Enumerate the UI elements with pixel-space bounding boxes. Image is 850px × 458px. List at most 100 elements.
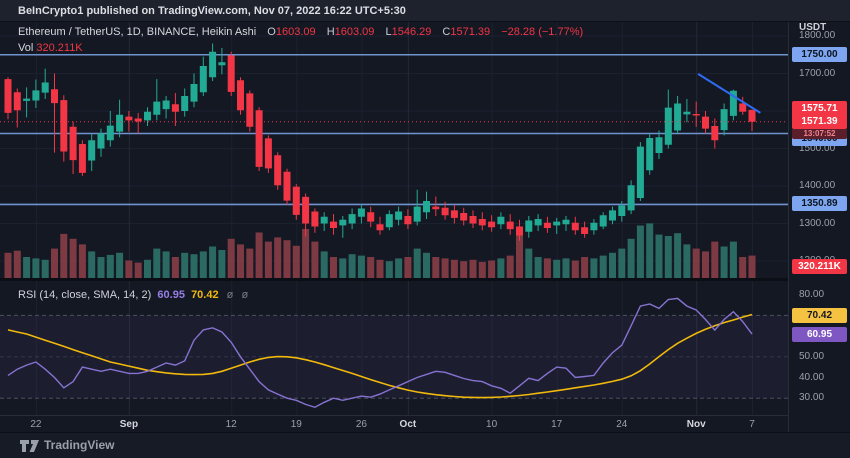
rsi-title: RSI (14, close, SMA, 14, 2) <box>18 289 152 301</box>
empty-set-icon: ø <box>226 289 234 301</box>
volume-badge: 320.211K <box>792 259 847 274</box>
price-axis-label: 1700.00 <box>799 67 836 79</box>
candle-body <box>516 226 523 236</box>
candle-body <box>385 214 393 228</box>
candle-body <box>423 201 430 213</box>
volume-bar <box>683 244 691 278</box>
volume-bar <box>116 252 124 278</box>
candle-body <box>674 103 682 131</box>
volume-bar <box>274 237 282 278</box>
time-axis-label: 17 <box>551 419 563 430</box>
volume-bar <box>60 233 68 278</box>
volume-bar <box>78 244 86 278</box>
volume-bar <box>4 252 12 278</box>
volume-bar <box>423 252 430 278</box>
candle-body <box>506 221 514 230</box>
volume-bar <box>330 257 337 278</box>
volume-bar <box>311 241 319 278</box>
symbol-legend[interactable]: Ethereum / TetherUS, 1D, BINANCE, Heikin… <box>18 26 583 38</box>
candle-body <box>51 89 58 104</box>
volume-bar <box>748 255 756 278</box>
trendline <box>697 73 761 114</box>
volume-bar <box>367 257 375 278</box>
volume-bar <box>609 252 616 278</box>
volume-bar <box>720 246 728 278</box>
high-price-badge: 1575.71 <box>792 101 847 117</box>
volume-bar <box>581 257 589 278</box>
candle-body <box>4 79 12 113</box>
pane-divider[interactable] <box>0 278 788 281</box>
volume-bar <box>702 251 709 278</box>
candle-body <box>469 216 477 224</box>
high-value: 1603.09 <box>334 26 375 38</box>
candle-body <box>599 215 607 227</box>
rsi-current-value: 60.95 <box>157 289 185 301</box>
volume-bar <box>171 257 179 278</box>
time-axis-label: 19 <box>290 419 302 430</box>
tradingview-brand[interactable]: TradingView <box>44 438 115 452</box>
candle-body <box>32 90 40 101</box>
price-chart-pane[interactable] <box>0 22 788 278</box>
low-label: L <box>385 26 392 38</box>
volume-bar <box>488 260 496 278</box>
candle-body <box>562 219 570 225</box>
volume-bar <box>357 255 365 278</box>
tradingview-logo-icon[interactable] <box>20 439 40 453</box>
candle-body <box>720 109 728 131</box>
candle-body <box>450 210 458 218</box>
candle-body <box>609 210 616 221</box>
rsi-legend[interactable]: RSI (14, close, SMA, 14, 2) 60.95 70.42 … <box>18 289 248 301</box>
volume-bar <box>302 229 310 278</box>
time-axis[interactable]: 22 Sep 12 19 26 Oct 10 17 24 Nov 7 <box>0 415 788 432</box>
volume-bar <box>646 223 654 278</box>
candle-body <box>664 107 672 145</box>
price-axis-label: 1400.00 <box>799 180 836 191</box>
volume-bar <box>13 250 21 278</box>
volume-bar <box>125 260 133 278</box>
candle-body <box>60 100 68 152</box>
volume-bar <box>469 259 477 278</box>
candle-body <box>274 155 282 186</box>
candle-body <box>181 96 189 111</box>
volume-bar <box>209 246 217 278</box>
rsi-sma-value: 70.42 <box>191 289 219 301</box>
candle-body <box>711 126 719 141</box>
volume-bar <box>237 244 244 278</box>
time-axis-label: Sep <box>119 419 139 430</box>
time-axis-label: Nov <box>686 419 706 430</box>
time-axis-label: 22 <box>30 419 42 430</box>
candle-body <box>627 185 635 211</box>
candle-body <box>162 100 170 110</box>
volume-bar <box>711 241 719 278</box>
candle-body <box>553 221 561 226</box>
volume-bar <box>404 257 412 278</box>
candle-body <box>339 219 347 226</box>
price-axis[interactable]: USDT 1800.00 1700.00 1500.00 1400.00 1300.00… <box>788 22 850 432</box>
rsi-band <box>0 315 788 399</box>
candle-body <box>729 90 737 116</box>
volume-bar <box>144 259 151 278</box>
candle-body <box>283 171 291 201</box>
candle-body <box>116 114 124 132</box>
candle-body <box>395 211 403 220</box>
candle-body <box>69 126 77 161</box>
candle-body <box>460 213 468 221</box>
level-price-badge: 1350.89 <box>792 196 847 212</box>
volume-legend[interactable]: Vol 320.211K <box>18 42 83 54</box>
close-value: 1571.39 <box>450 26 491 38</box>
volume-bar <box>190 254 198 278</box>
time-axis-label: Oct <box>399 419 417 430</box>
candle-body <box>534 219 542 226</box>
volume-bar <box>339 258 347 278</box>
empty-set-icon: ø <box>241 289 249 301</box>
footer-bar: TradingView <box>0 432 850 458</box>
volume-bar <box>246 248 254 278</box>
candle-body <box>255 110 263 167</box>
candle-body <box>41 82 49 93</box>
candle-body <box>618 205 626 216</box>
candle-body <box>237 80 244 111</box>
rsi-pane[interactable] <box>0 281 788 415</box>
candle-body <box>571 222 579 231</box>
low-value: 1546.29 <box>391 26 432 38</box>
